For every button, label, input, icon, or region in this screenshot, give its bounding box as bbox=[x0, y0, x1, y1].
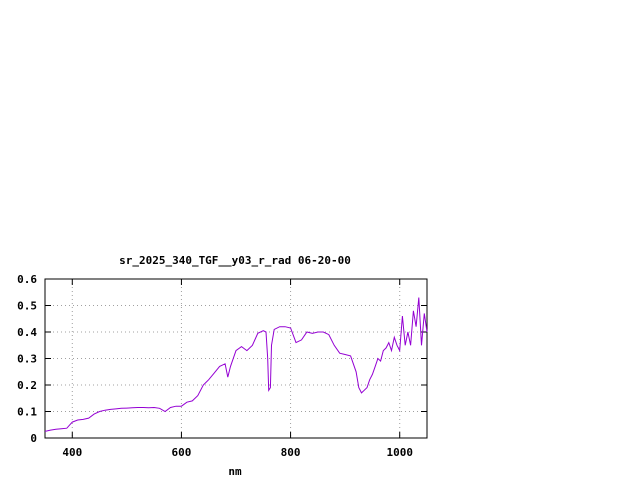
plot-frame bbox=[44, 278, 428, 439]
series-line bbox=[44, 297, 428, 432]
x-tick-label: 400 bbox=[62, 446, 82, 459]
data-series bbox=[44, 297, 428, 432]
y-tick-label: 0.5 bbox=[17, 300, 37, 313]
y-tick-label: 0.1 bbox=[17, 406, 37, 419]
chart-title: sr_2025_340_TGF__y03_r_rad 06-20-00 bbox=[119, 254, 351, 267]
x-tick-label: 600 bbox=[171, 446, 191, 459]
grid-lines bbox=[45, 279, 427, 438]
x-tick-label: 800 bbox=[281, 446, 301, 459]
y-tick-label: 0.3 bbox=[17, 353, 37, 366]
y-tick-label: 0.6 bbox=[17, 273, 37, 286]
x-axis-ticks: 400 600 800 1000 bbox=[62, 279, 413, 459]
y-tick-label: 0 bbox=[30, 432, 37, 445]
y-tick-label: 0.2 bbox=[17, 379, 37, 392]
y-tick-label: 0.4 bbox=[17, 326, 37, 339]
x-tick-label: 1000 bbox=[386, 446, 413, 459]
x-axis-label: nm bbox=[228, 465, 242, 478]
